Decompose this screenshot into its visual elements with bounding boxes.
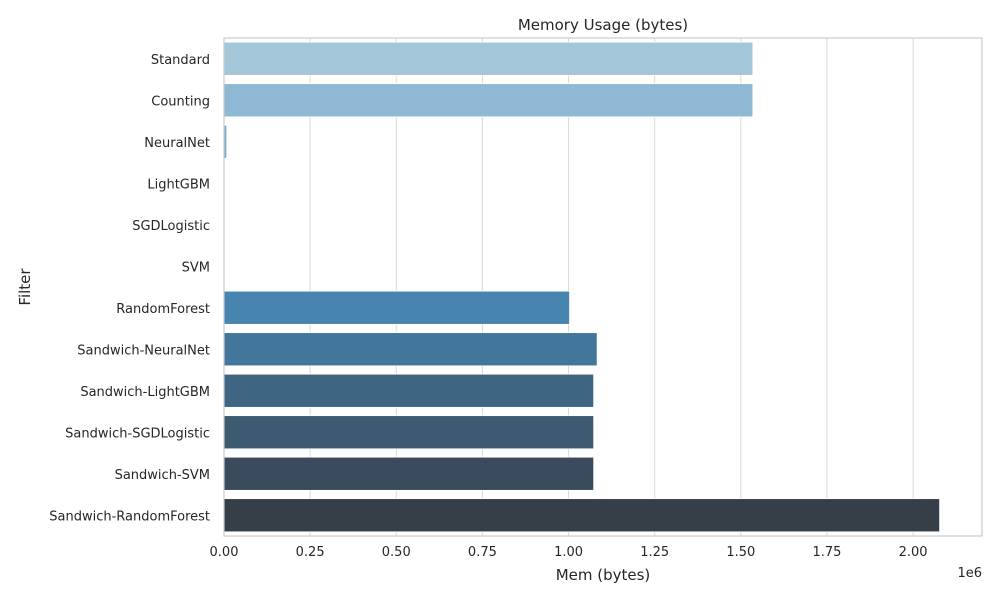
y-tick-label: Sandwich-LightGBM xyxy=(80,385,210,400)
y-tick-label: Standard xyxy=(151,53,210,68)
y-tick-label: Sandwich-NeuralNet xyxy=(77,343,210,358)
y-tick-labels: Standard Counting NeuralNet LightGBM SGDLogi… xyxy=(49,53,210,525)
y-tick-label: Sandwich-RandomForest xyxy=(49,509,210,524)
x-tick-labels: 0.00 0.25 0.50 0.75 1.00 1.25 1.50 1.75 2.00 xyxy=(210,545,928,560)
y-tick-label: Sandwich-SVM xyxy=(115,468,210,483)
x-tick-label: 0.50 xyxy=(382,545,411,560)
bar-randomforest xyxy=(223,290,570,325)
y-tick-label: Counting xyxy=(151,94,210,109)
y-axis-label: Filter xyxy=(16,268,34,306)
x-tick-label: 1.50 xyxy=(726,545,755,560)
x-tick-label: 2.00 xyxy=(899,545,928,560)
x-tick-label: 1.75 xyxy=(812,545,841,560)
y-tick-label: Sandwich-SGDLogistic xyxy=(65,426,210,441)
bar-counting xyxy=(223,83,754,118)
x-tick-label: 1.25 xyxy=(640,545,669,560)
y-tick-label: NeuralNet xyxy=(144,136,210,151)
bar-standard xyxy=(223,41,754,76)
y-tick-label: SGDLogistic xyxy=(132,219,210,234)
x-axis-label: Mem (bytes) xyxy=(556,566,651,584)
bar-sandwich-svm xyxy=(223,456,595,491)
x-tick-label: 0.00 xyxy=(210,545,239,560)
bar-sandwich-neuralnet xyxy=(223,332,598,367)
y-tick-label: LightGBM xyxy=(147,177,210,192)
chart-title: Memory Usage (bytes) xyxy=(518,16,688,34)
bar-sandwich-sgdlogistic xyxy=(223,415,595,450)
y-tick-label: RandomForest xyxy=(116,302,210,317)
plot-frame xyxy=(223,37,983,537)
x-tick-label: 0.75 xyxy=(468,545,497,560)
bars xyxy=(223,41,941,533)
bar-sandwich-lightgbm xyxy=(223,373,595,408)
x-tick-label: 1.00 xyxy=(554,545,583,560)
bar-sandwich-randomforest xyxy=(223,498,941,533)
plot-area-background xyxy=(224,38,982,536)
x-axis-offset-label: 1e6 xyxy=(957,566,982,581)
y-tick-label: SVM xyxy=(182,260,210,275)
x-tick-label: 0.25 xyxy=(296,545,325,560)
